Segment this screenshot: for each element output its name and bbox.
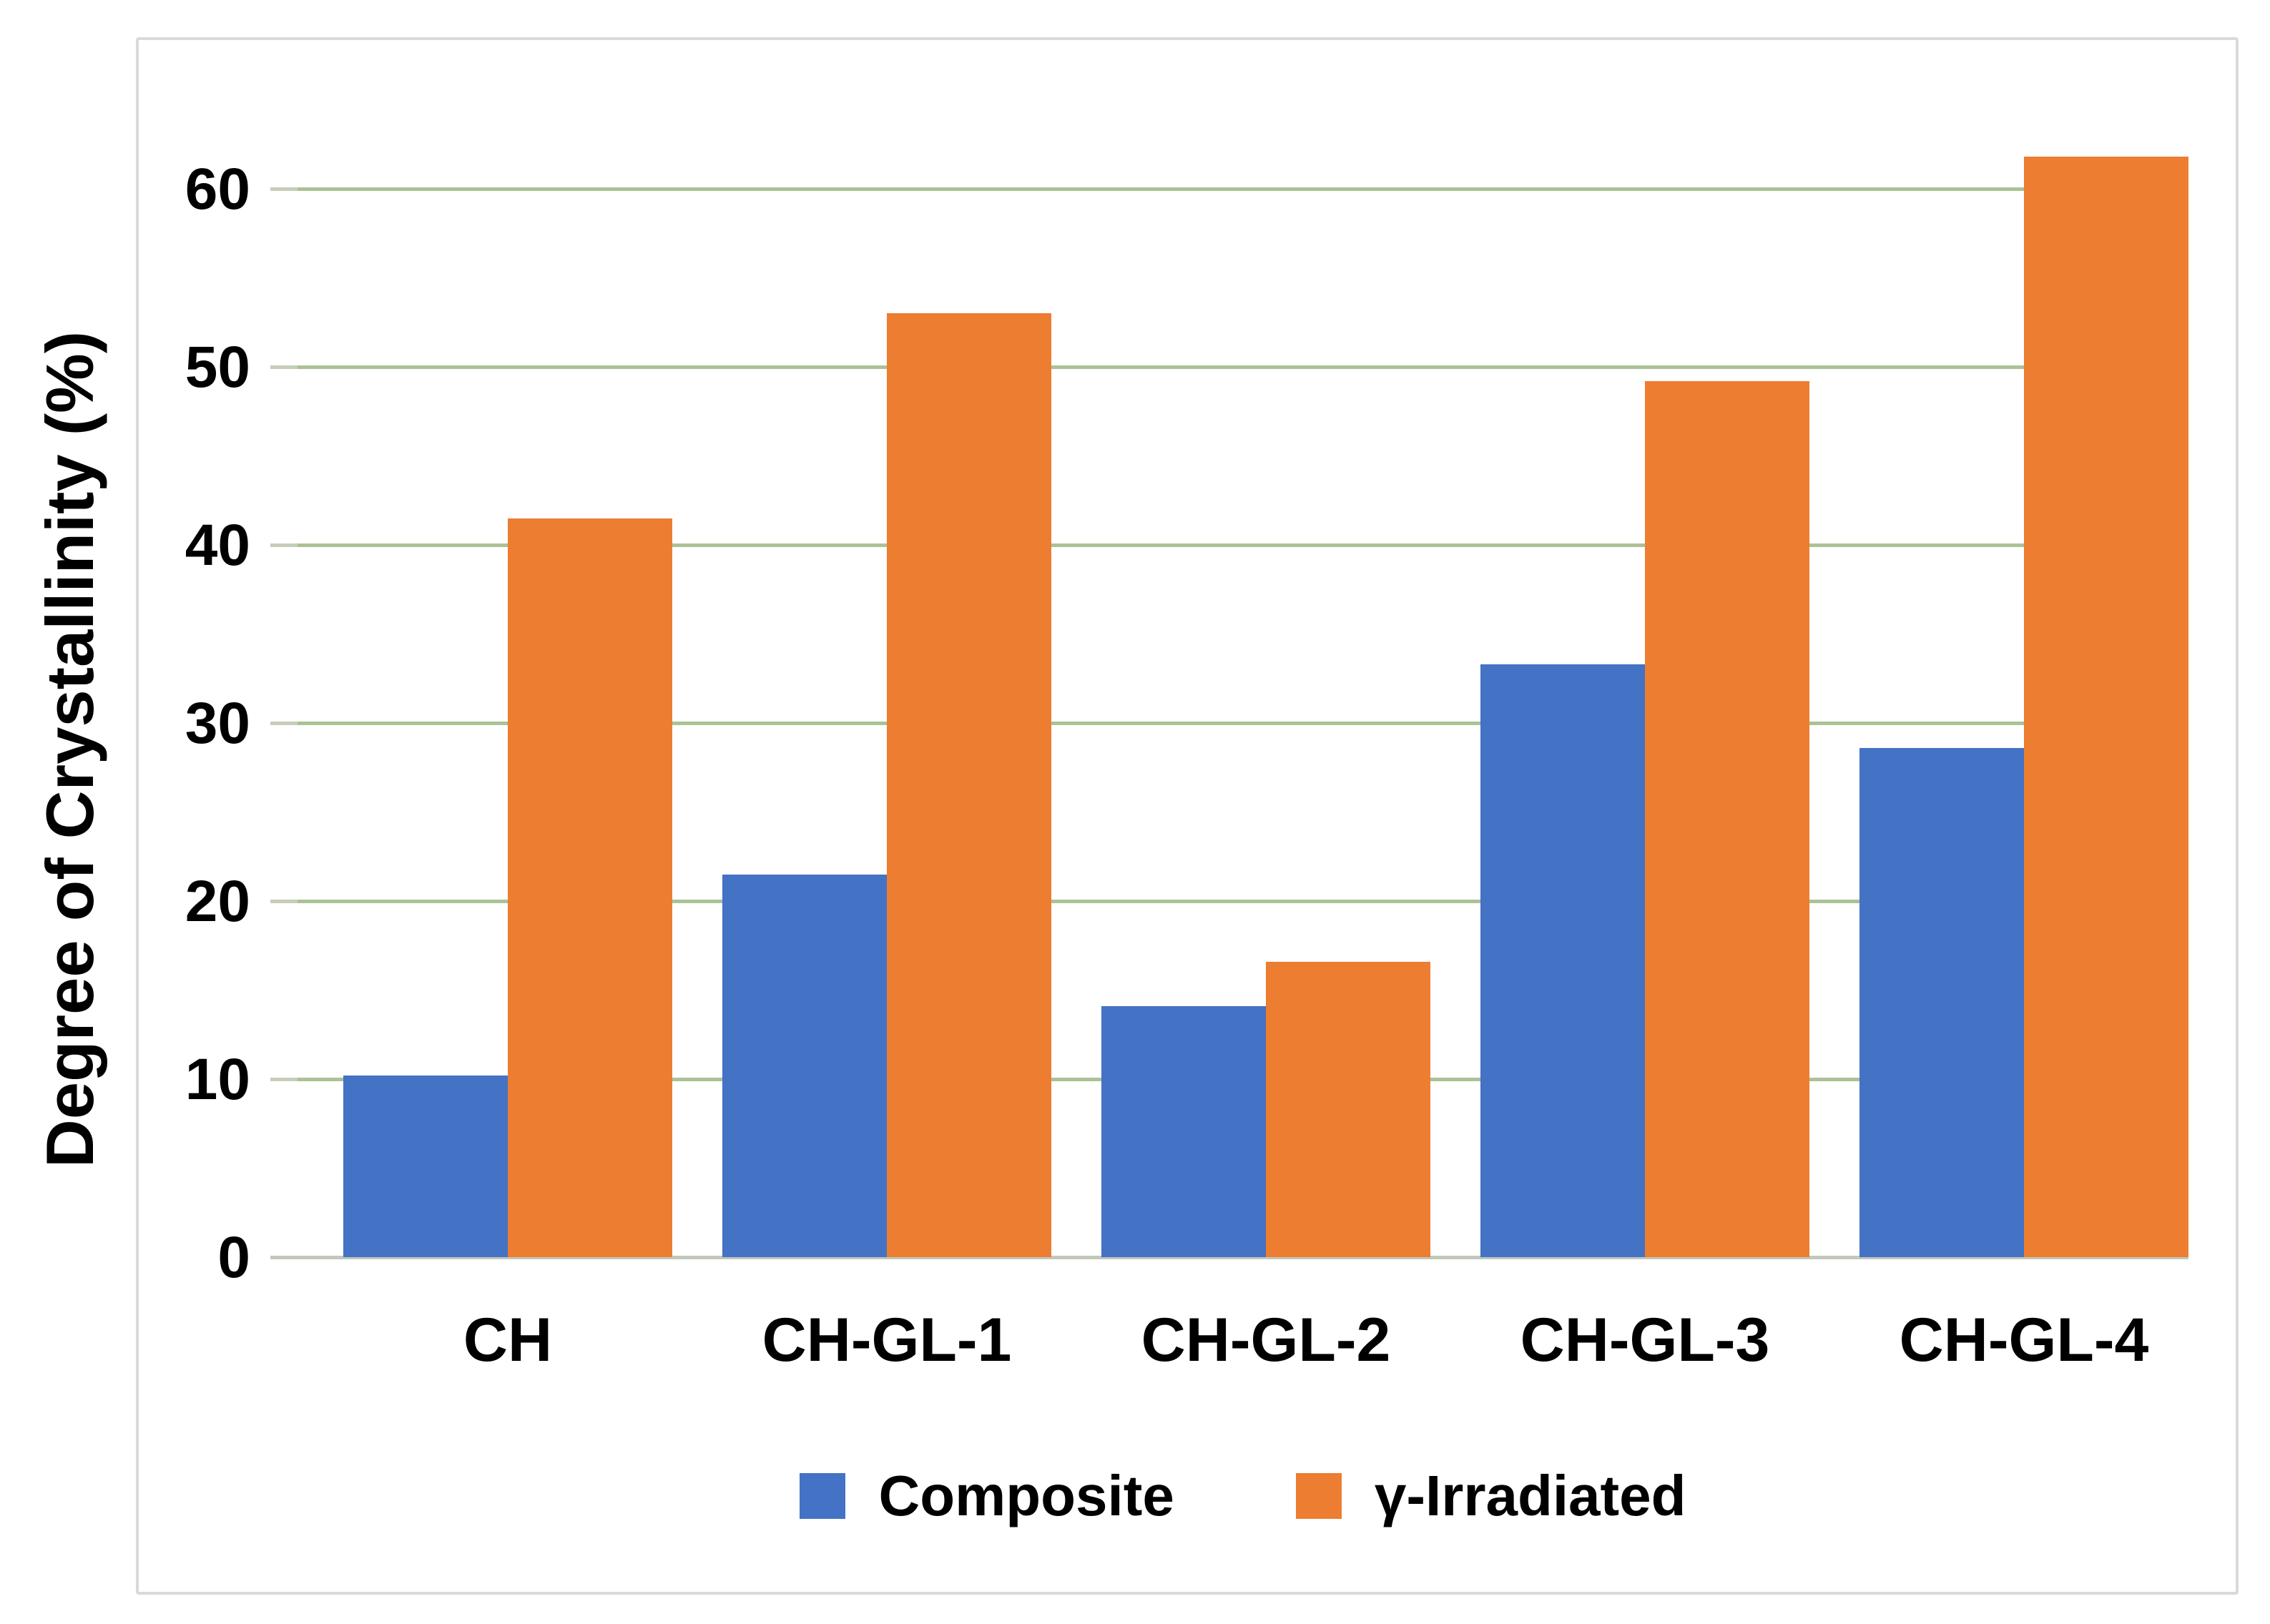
legend: Composite γ-Irradiated bbox=[298, 1460, 2188, 1532]
gridline-30 bbox=[298, 722, 2188, 725]
x-axis-label-CH-GL-3: CH-GL-3 bbox=[1520, 1306, 1770, 1374]
bar-composite-CH-GL-4 bbox=[1859, 748, 2024, 1257]
x-axis-label-CH-GL-1: CH-GL-1 bbox=[762, 1306, 1012, 1374]
y-tick-label-10: 10 bbox=[185, 1047, 250, 1112]
y-tick-label-50: 50 bbox=[185, 335, 250, 400]
bar-composite-CH-GL-2 bbox=[1101, 1006, 1266, 1257]
bar-irradiated-CH-GL-4 bbox=[2024, 157, 2188, 1257]
y-tick-mark-20 bbox=[270, 900, 298, 903]
gridline-40 bbox=[298, 543, 2188, 547]
legend-swatch-icon bbox=[1295, 1473, 1342, 1519]
legend-label: Composite bbox=[878, 1464, 1174, 1527]
y-tick-label-0: 0 bbox=[217, 1225, 250, 1290]
y-tick-mark-30 bbox=[270, 722, 298, 725]
y-tick-mark-50 bbox=[270, 365, 298, 369]
y-tick-label-60: 60 bbox=[185, 157, 250, 222]
gridline-50 bbox=[298, 365, 2188, 369]
legend-item-composite: Composite bbox=[800, 1467, 1174, 1525]
gridline-60 bbox=[298, 187, 2188, 191]
y-tick-mark-10 bbox=[270, 1078, 298, 1081]
y-tick-label-20: 20 bbox=[185, 869, 250, 934]
legend-label: γ-Irradiated bbox=[1374, 1464, 1686, 1527]
x-axis-label-CH: CH bbox=[463, 1306, 553, 1374]
x-axis-label-CH-GL-4: CH-GL-4 bbox=[1899, 1306, 2149, 1374]
bar-irradiated-CH-GL-3 bbox=[1645, 381, 1809, 1257]
gridline-20 bbox=[298, 900, 2188, 903]
bar-composite-CH bbox=[343, 1076, 508, 1257]
y-tick-mark-60 bbox=[270, 187, 298, 191]
bar-composite-CH-GL-1 bbox=[722, 875, 887, 1257]
legend-item-irradiated: γ-Irradiated bbox=[1295, 1464, 1686, 1527]
y-tick-label-30: 30 bbox=[185, 691, 250, 756]
x-axis-label-CH-GL-2: CH-GL-2 bbox=[1141, 1306, 1391, 1374]
bar-irradiated-CH bbox=[508, 518, 672, 1257]
bar-composite-CH-GL-3 bbox=[1480, 664, 1645, 1257]
y-tick-mark-40 bbox=[270, 543, 298, 547]
legend-swatch-icon bbox=[800, 1473, 846, 1519]
y-tick-label-40: 40 bbox=[185, 513, 250, 578]
bar-irradiated-CH-GL-2 bbox=[1266, 962, 1430, 1257]
bar-irradiated-CH-GL-1 bbox=[887, 313, 1051, 1257]
x-axis-line bbox=[270, 1256, 2188, 1259]
